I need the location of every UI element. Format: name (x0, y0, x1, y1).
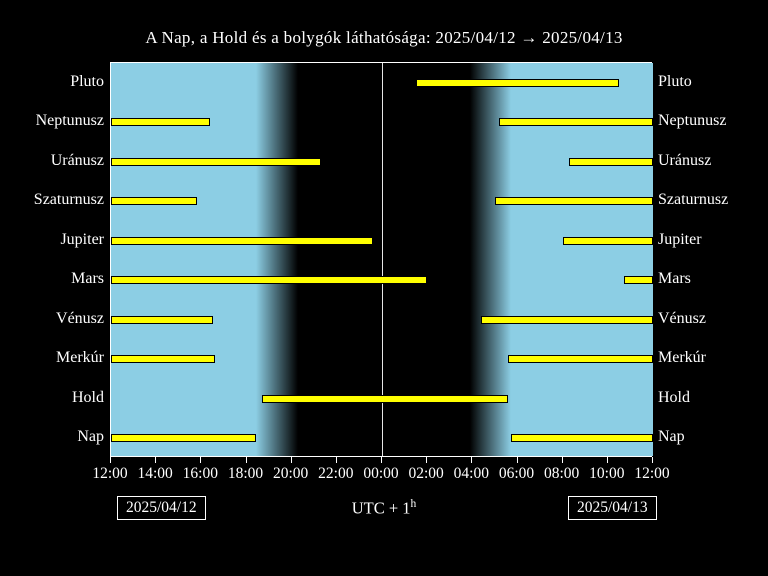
y-label-right: Vénusz (658, 310, 768, 328)
visibility-bar (624, 276, 653, 284)
y-label-right: Neptunusz (658, 112, 768, 130)
x-tick-label: 12:00 (634, 465, 669, 483)
x-tick (336, 457, 337, 463)
chart-title: A Nap, a Hold és a bolygók láthatósága: … (0, 0, 768, 48)
visibility-bar (416, 79, 619, 87)
x-tick-label: 00:00 (363, 465, 398, 483)
x-tick-label: 12:00 (92, 465, 127, 483)
y-label-left: Jupiter (0, 231, 104, 249)
x-tick (200, 457, 201, 463)
x-tick-label: 04:00 (454, 465, 489, 483)
y-label-left: Mars (0, 270, 104, 288)
x-tick-label: 18:00 (228, 465, 263, 483)
visibility-bar (499, 118, 653, 126)
visibility-bar (508, 355, 653, 363)
x-axis: 12:0014:0016:0018:0020:0022:0000:0002:00… (110, 457, 652, 487)
visibility-bar (111, 197, 197, 205)
y-label-right: Uránusz (658, 152, 768, 170)
visibility-bar (511, 434, 653, 442)
visibility-bar (111, 276, 427, 284)
visibility-bar (111, 158, 321, 166)
y-axis-right: Pluto Neptunusz Uránusz Szaturnusz Jupiter Ma… (658, 62, 768, 457)
x-tick (155, 457, 156, 463)
y-label-left: Nap (0, 428, 104, 446)
y-label-left: Szaturnusz (0, 191, 104, 209)
y-label-right: Nap (658, 428, 768, 446)
x-tick (471, 457, 472, 463)
x-tick (110, 457, 111, 463)
x-tick (426, 457, 427, 463)
visibility-bar (111, 118, 210, 126)
x-tick (517, 457, 518, 463)
y-label-left: Vénusz (0, 310, 104, 328)
y-label-left: Pluto (0, 73, 104, 91)
y-label-right: Jupiter (658, 231, 768, 249)
y-label-left: Uránusz (0, 152, 104, 170)
x-axis-title: UTC + 1h (352, 498, 417, 519)
date-end-box: 2025/04/13 (568, 496, 657, 520)
y-label-left: Merkúr (0, 349, 104, 367)
x-tick (381, 457, 382, 463)
visibility-bar (111, 355, 215, 363)
y-label-left: Neptunusz (0, 112, 104, 130)
visibility-bar (481, 316, 653, 324)
plot-area (110, 62, 652, 457)
y-label-right: Pluto (658, 73, 768, 91)
x-tick (652, 457, 653, 463)
x-tick-label: 14:00 (138, 465, 173, 483)
visibility-bar (569, 158, 653, 166)
bars-layer (111, 63, 651, 456)
visibility-bar (111, 434, 256, 442)
y-label-right: Szaturnusz (658, 191, 768, 209)
x-tick-label: 20:00 (273, 465, 308, 483)
visibility-bar (111, 237, 373, 245)
visibility-bar (111, 316, 213, 324)
y-axis-left: Pluto Neptunusz Uránusz Szaturnusz Jupiter Ma… (0, 62, 104, 457)
visibility-bar (495, 197, 653, 205)
y-label-right: Merkúr (658, 349, 768, 367)
x-tick-label: 22:00 (318, 465, 353, 483)
visibility-bar (262, 395, 508, 403)
visibility-bar (563, 237, 653, 245)
y-label-left: Hold (0, 389, 104, 407)
x-tick-label: 10:00 (589, 465, 624, 483)
x-tick-label: 16:00 (183, 465, 218, 483)
date-start-box: 2025/04/12 (117, 496, 206, 520)
x-tick (607, 457, 608, 463)
y-label-right: Hold (658, 389, 768, 407)
x-tick (291, 457, 292, 463)
x-tick-label: 02:00 (409, 465, 444, 483)
x-tick (246, 457, 247, 463)
x-tick (562, 457, 563, 463)
y-label-right: Mars (658, 270, 768, 288)
x-tick-label: 08:00 (544, 465, 579, 483)
x-tick-label: 06:00 (499, 465, 534, 483)
